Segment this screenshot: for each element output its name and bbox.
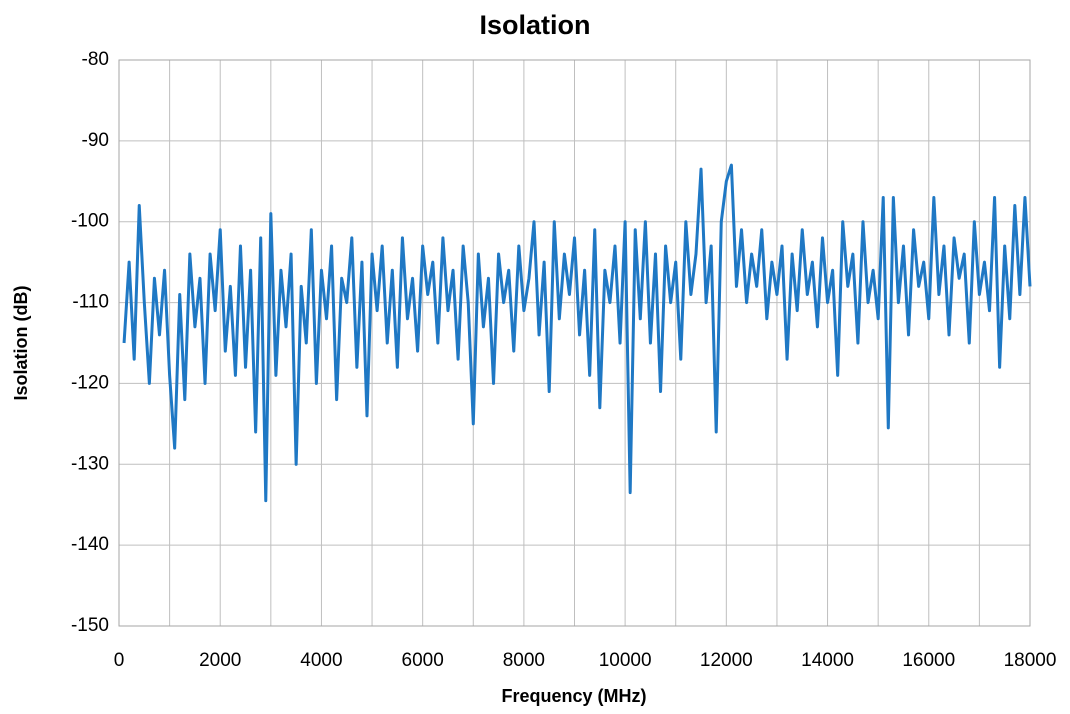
y-tick-label: -120 [71,372,109,393]
x-tick-label: 4000 [300,650,342,671]
y-tick-label: -80 [82,49,109,70]
x-tick-label: 14000 [801,650,854,671]
chart-title: Isolation [479,10,590,40]
x-tick-label: 6000 [402,650,444,671]
y-tick-label: -140 [71,534,109,555]
y-tick-label: -150 [71,615,109,636]
x-tick-label: 10000 [599,650,652,671]
x-tick-label: 2000 [199,650,241,671]
x-tick-label: 12000 [700,650,753,671]
x-tick-label: 0 [114,650,125,671]
x-tick-label: 16000 [902,650,955,671]
y-tick-label: -130 [71,453,109,474]
data-line [122,163,1032,503]
y-axis-title: Isolation (dB) [11,286,31,401]
y-tick-label: -90 [82,130,109,151]
x-tick-label: 8000 [503,650,545,671]
y-tick-label: -110 [72,292,109,313]
y-tick-label: -100 [71,211,109,232]
plot-border [118,59,1031,627]
x-axis-title: Frequency (MHz) [501,686,646,706]
x-tick-label: 18000 [1004,650,1057,671]
